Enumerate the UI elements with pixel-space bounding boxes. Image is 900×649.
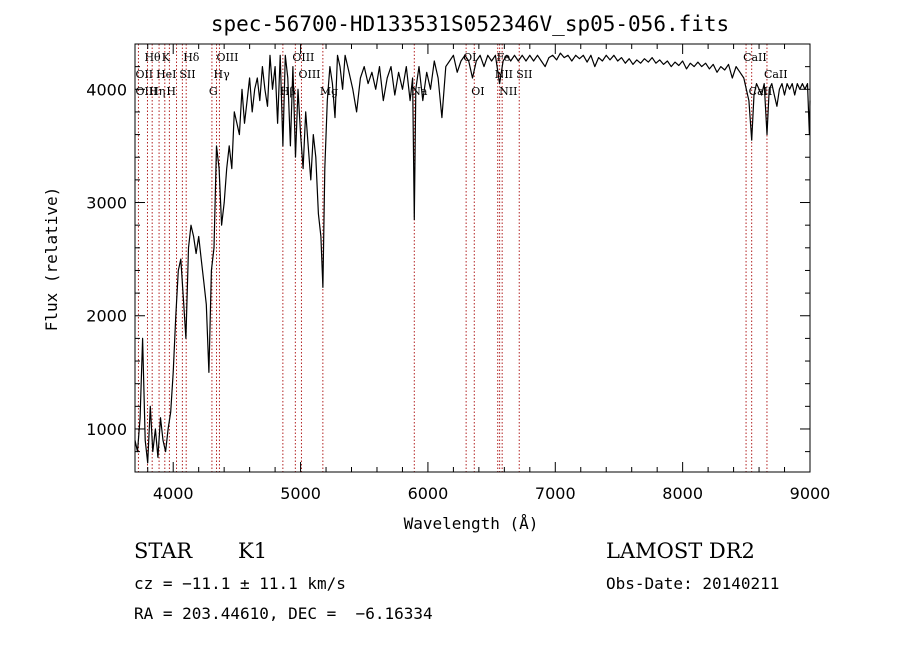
marker-label-2: Hδ xyxy=(183,51,200,64)
y-axis-label: Flux (relative) xyxy=(42,187,61,332)
redshift-readout: cz = −11.1 ± 11.1 km/s xyxy=(134,574,346,593)
axis-ticks xyxy=(135,44,811,472)
marker-label-4: OIII xyxy=(292,51,314,64)
marker-label-17: Hη xyxy=(149,85,165,98)
marker-label-8: OII xyxy=(135,68,153,81)
marker-label-20: Hβ xyxy=(280,85,296,98)
x-tick-label-7000: 7000 xyxy=(535,484,576,503)
marker-label-7: CaII xyxy=(743,51,767,64)
marker-label-11: Hγ xyxy=(214,68,231,81)
marker-label-18: H xyxy=(166,85,176,98)
survey-release: LAMOST DR2 xyxy=(606,539,755,563)
marker-label-6: Fe xyxy=(497,51,511,64)
object-class: STAR xyxy=(134,539,193,563)
marker-label-9: HeI xyxy=(156,68,176,81)
spectral-subclass: K1 xyxy=(238,539,268,563)
y-tick-label-2000: 2000 xyxy=(86,307,127,326)
marker-label-16: OIII xyxy=(135,85,157,98)
marker-label-10: SII xyxy=(179,68,195,81)
marker-label-3: OIII xyxy=(216,51,238,64)
y-tick-label-1000: 1000 xyxy=(86,420,127,439)
spectrum-flux-line xyxy=(134,52,811,464)
x-tick-label-9000: 9000 xyxy=(790,484,831,503)
x-tick-label-5000: 5000 xyxy=(280,484,321,503)
marker-label-15: CaII xyxy=(764,68,788,81)
marker-label-23: OI xyxy=(471,85,484,98)
marker-label-22: Na xyxy=(411,85,428,98)
sky-coordinates: RA = 203.44610, DEC = −6.16334 xyxy=(134,604,433,623)
marker-label-12: OIII xyxy=(298,68,320,81)
plot-frame xyxy=(134,43,811,473)
marker-label-24: NII xyxy=(499,85,517,98)
spectral-line-markers xyxy=(137,44,768,472)
y-tick-label-3000: 3000 xyxy=(86,194,127,213)
marker-label-14: SII xyxy=(516,68,532,81)
x-axis-label: Wavelength (Å) xyxy=(404,514,539,533)
x-tick-label-6000: 6000 xyxy=(408,484,449,503)
x-tick-label-8000: 8000 xyxy=(662,484,703,503)
marker-label-21: Mg xyxy=(320,85,338,98)
marker-label-5: OI xyxy=(463,51,476,64)
marker-label-25: CaII xyxy=(749,85,773,98)
marker-label-13: NII xyxy=(495,68,513,81)
marker-label-19: G xyxy=(209,85,218,98)
marker-label-1: K xyxy=(162,51,171,64)
axis-tick-labels: 4000 5000 6000 7000 8000 9000 1000 2000 3000 4000 xyxy=(86,80,830,503)
x-tick-label-4000: 4000 xyxy=(153,484,194,503)
observation-date: Obs-Date: 20140211 xyxy=(606,574,780,593)
marker-label-0: Hθ xyxy=(144,51,161,64)
chart-title: spec-56700-HD133531S052346V_sp05-056.fit… xyxy=(211,12,729,36)
y-tick-label-4000: 4000 xyxy=(86,80,127,99)
